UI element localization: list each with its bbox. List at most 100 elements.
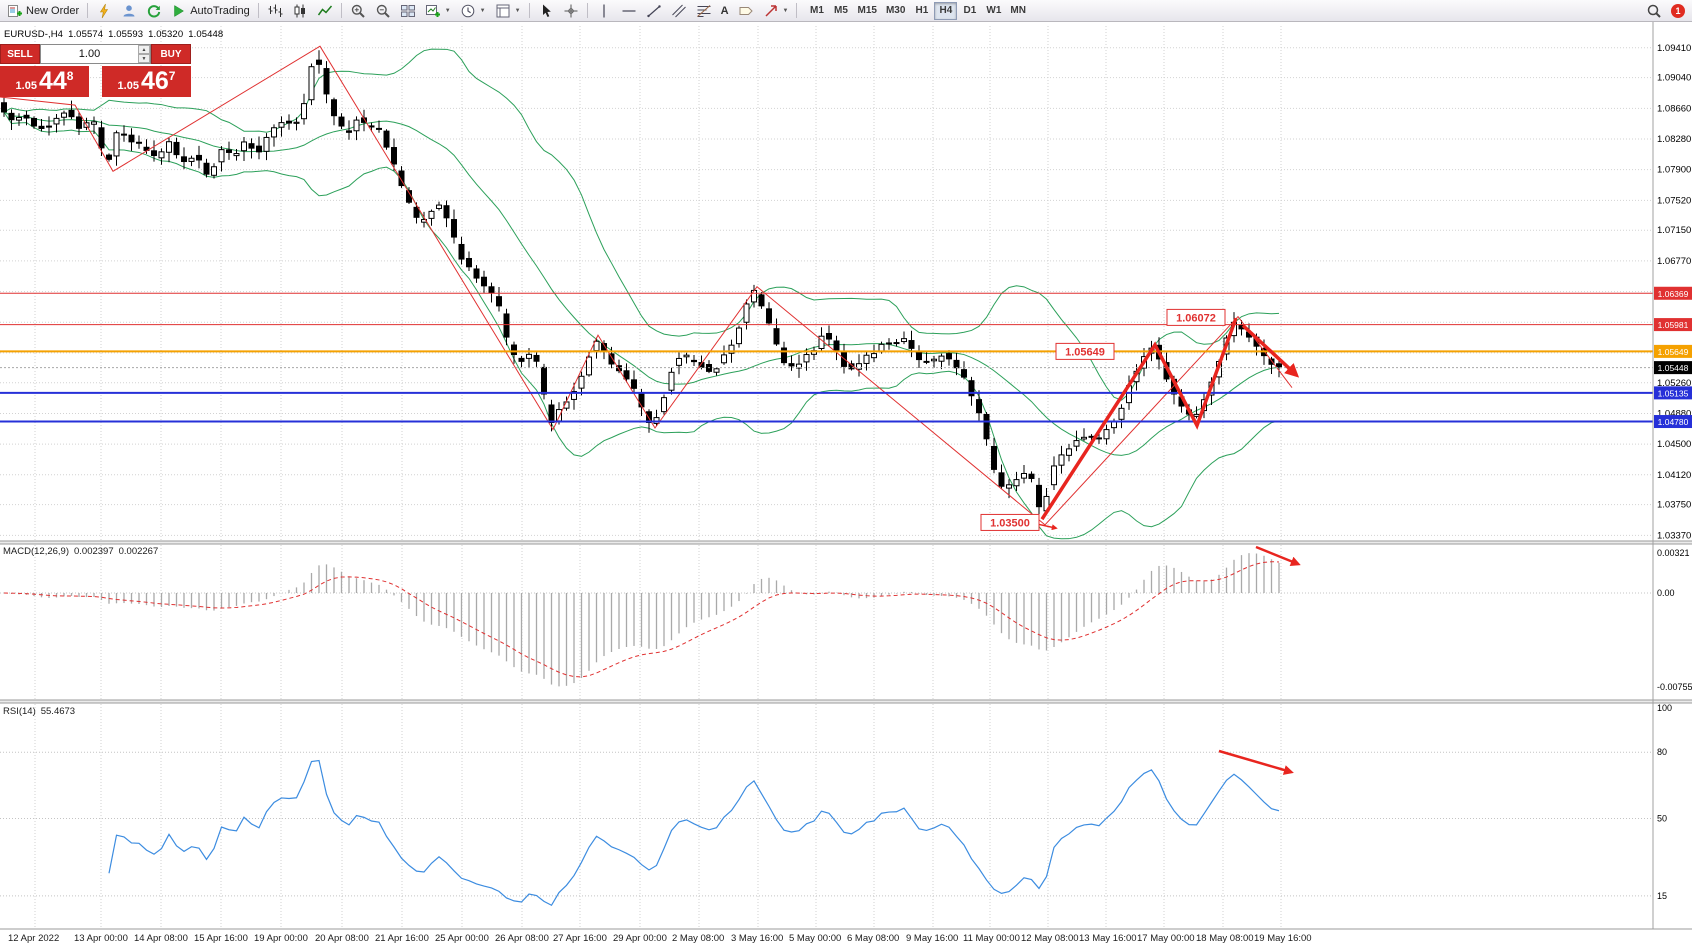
- svg-text:1.06369: 1.06369: [1658, 289, 1689, 299]
- svg-text:-0.007554: -0.007554: [1657, 682, 1692, 692]
- user-icon: [121, 3, 137, 19]
- zoom-in-button[interactable]: [346, 1, 370, 21]
- fibonacci-icon: [696, 3, 712, 19]
- zoom-out-button[interactable]: [371, 1, 395, 21]
- timeframe-w1-button[interactable]: W1: [982, 2, 1005, 20]
- cursor-button[interactable]: [534, 1, 558, 21]
- timeframe-h1-button[interactable]: H1: [910, 2, 933, 20]
- zoom-in-icon: [350, 3, 366, 19]
- zigzag-line[interactable]: [0, 45, 1293, 526]
- buy-price-big: 46: [140, 67, 169, 95]
- tile-windows-button[interactable]: [396, 1, 420, 21]
- sell-price-display[interactable]: 1.05 44 8: [0, 66, 89, 97]
- chevron-down-icon: ▼: [444, 7, 451, 14]
- timeframe-d1-button[interactable]: D1: [958, 2, 981, 20]
- buy-price-display[interactable]: 1.05 46 7: [102, 66, 191, 97]
- trend-arrows[interactable]: [1040, 317, 1300, 521]
- indicator-arrow[interactable]: [1218, 749, 1294, 775]
- notification-badge[interactable]: 1: [1671, 3, 1685, 18]
- svg-text:13 Apr 00:00: 13 Apr 00:00: [74, 933, 128, 944]
- svg-text:25 Apr 00:00: 25 Apr 00:00: [435, 933, 489, 944]
- svg-text:1.05981: 1.05981: [1658, 320, 1689, 330]
- price-annotation[interactable]: [1055, 342, 1115, 360]
- template-icon: [495, 3, 511, 19]
- chevron-down-icon: ▼: [514, 7, 521, 14]
- sell-button[interactable]: SELL: [0, 44, 40, 64]
- svg-text:1.07520: 1.07520: [1657, 195, 1691, 206]
- arrows-tool-button[interactable]: ▼: [759, 1, 793, 21]
- timeframe-m1-button[interactable]: M1: [805, 2, 828, 20]
- annotations[interactable]: 1.06072 1.05649 1.03500: [980, 308, 1226, 531]
- crosshair-button[interactable]: [559, 1, 583, 21]
- metaeditor-button[interactable]: [92, 1, 116, 21]
- sell-price-prefix: 1.05: [15, 79, 37, 92]
- line-chart-button[interactable]: [313, 1, 337, 21]
- volume-input[interactable]: [41, 45, 138, 63]
- buy-button[interactable]: BUY: [151, 44, 191, 64]
- chevron-down-icon: ▼: [782, 7, 789, 14]
- horizontal-line-button[interactable]: [617, 1, 641, 21]
- high-value: 1.05593: [108, 29, 144, 40]
- macd-value-signal: 0.002267: [118, 546, 159, 557]
- trendline-button[interactable]: [642, 1, 666, 21]
- svg-text:21 Apr 16:00: 21 Apr 16:00: [375, 933, 429, 944]
- refresh-button[interactable]: [142, 1, 166, 21]
- periods-button[interactable]: ▼: [456, 1, 490, 21]
- pivot-badge: [1654, 344, 1692, 358]
- svg-text:12 Apr 2022: 12 Apr 2022: [8, 933, 59, 944]
- trend-arrow[interactable]: [1241, 324, 1300, 378]
- bar-chart-button[interactable]: [263, 1, 287, 21]
- trend-arrow[interactable]: [1040, 317, 1238, 521]
- svg-text:20 Apr 08:00: 20 Apr 08:00: [315, 933, 369, 944]
- label-tool-button[interactable]: [734, 1, 758, 21]
- clock-icon: [460, 3, 476, 19]
- svg-text:1.09410: 1.09410: [1657, 43, 1691, 54]
- new-order-button[interactable]: New Order: [3, 1, 83, 21]
- macd-label: MACD(12,26,9) 0.002397 0.002267: [3, 546, 158, 557]
- templates-button[interactable]: ▼: [491, 1, 525, 21]
- price-annotation[interactable]: [980, 513, 1040, 531]
- candlestick-chart-button[interactable]: [288, 1, 312, 21]
- macd-signal-line: [3, 561, 1280, 678]
- volume-up-button[interactable]: ▲: [138, 45, 150, 54]
- vertical-line-button[interactable]: [592, 1, 616, 21]
- channel-button[interactable]: [667, 1, 691, 21]
- cursor-icon: [538, 3, 554, 19]
- close-value: 1.05448: [188, 29, 224, 40]
- refresh-icon: [146, 3, 162, 19]
- support-badge-1: [1654, 386, 1692, 400]
- timeframe-m5-button[interactable]: M5: [829, 2, 852, 20]
- timeframe-mn-button[interactable]: MN: [1006, 2, 1030, 20]
- new-chart-button[interactable]: ▼: [421, 1, 455, 21]
- autotrading-button[interactable]: AutoTrading: [167, 1, 254, 21]
- toolbar-separator: [257, 3, 259, 18]
- svg-text:1.05135: 1.05135: [1658, 388, 1689, 398]
- new-order-icon: [7, 3, 23, 19]
- text-tool-button[interactable]: A: [717, 1, 733, 21]
- svg-text:1.05649: 1.05649: [1658, 347, 1689, 357]
- svg-text:6 May 08:00: 6 May 08:00: [847, 933, 899, 944]
- profile-button[interactable]: [117, 1, 141, 21]
- panel-separators[interactable]: [0, 540, 1692, 930]
- fibonacci-button[interactable]: [692, 1, 716, 21]
- volume-down-button[interactable]: ▼: [138, 54, 150, 63]
- chart-plus-icon: [425, 3, 441, 19]
- autotrading-label: AutoTrading: [190, 4, 250, 17]
- resistance-badge-1: [1654, 286, 1692, 300]
- search-button[interactable]: [1642, 1, 1666, 21]
- timeframe-group: M1 M5 M15 M30 H1 H4 D1 W1 MN: [805, 1, 1030, 20]
- indicator-arrow[interactable]: [1255, 545, 1301, 567]
- svg-text:9 May 16:00: 9 May 16:00: [906, 933, 958, 944]
- toolbar: New Order AutoTrading ▼ ▼ ▼ A ▼ M: [0, 0, 1692, 22]
- indicator-arrows[interactable]: [1218, 545, 1301, 775]
- svg-text:1.05448: 1.05448: [1658, 363, 1689, 373]
- svg-text:1.07150: 1.07150: [1657, 225, 1691, 236]
- sell-price-sup: 8: [66, 69, 74, 83]
- timeframe-m30-button[interactable]: M30: [882, 2, 909, 20]
- timeframe-h4-button[interactable]: H4: [934, 1, 958, 20]
- price-annotation[interactable]: [1166, 308, 1226, 326]
- one-click-trading-panel: SELL ▲ ▼ BUY 1.05 44 8 1.05 46 7: [0, 44, 191, 97]
- timeframe-m15-button[interactable]: M15: [853, 2, 880, 20]
- bar-chart-icon: [267, 3, 283, 19]
